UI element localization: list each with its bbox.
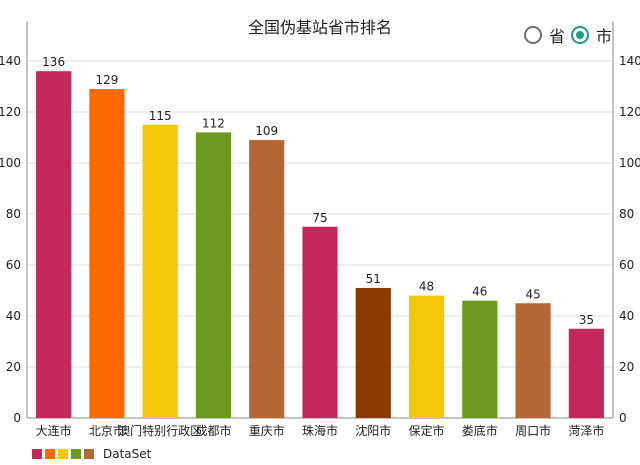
bar <box>195 132 232 418</box>
x-tick-label: 重庆市 <box>249 423 285 438</box>
legend-swatches <box>32 449 97 459</box>
bar <box>355 287 391 418</box>
y-tick-label-left: 40 <box>6 309 21 323</box>
data-label: 51 <box>366 272 381 286</box>
y-tick-label-left: 80 <box>6 207 21 221</box>
legend-swatch <box>32 449 42 459</box>
bar <box>515 303 551 418</box>
y-tick-label-left: 100 <box>0 156 21 170</box>
x-tick-label: 北京市 <box>89 423 125 438</box>
bar <box>89 89 125 419</box>
x-tick-label: 菏泽市 <box>568 423 604 438</box>
legend-swatch <box>45 449 55 459</box>
y-tick-label-right: 40 <box>619 309 634 323</box>
x-tick-label: 周口市 <box>515 423 551 438</box>
y-tick-label-right: 80 <box>619 207 634 221</box>
radio-province[interactable]: 省 <box>524 22 565 48</box>
y-tick-label-right: 60 <box>619 258 634 272</box>
radio-province-icon[interactable] <box>524 26 542 44</box>
legend-swatch <box>71 449 81 459</box>
radio-city-label: 市 <box>596 27 613 46</box>
y-tick-label-right: 120 <box>619 105 640 119</box>
data-label: 48 <box>419 280 434 294</box>
y-tick-label-left: 0 <box>13 411 21 425</box>
x-tick-label: 沈阳市 <box>355 423 391 438</box>
chart-title: 全国伪基站省市排名 <box>247 18 392 37</box>
y-tick-label-left: 120 <box>0 105 21 119</box>
data-label: 75 <box>312 211 327 225</box>
x-tick-label: 珠海市 <box>302 423 338 438</box>
y-tick-label-right: 20 <box>619 360 634 374</box>
bar <box>462 300 498 418</box>
x-tick-label: 成都市 <box>195 423 231 438</box>
x-tick-label: 娄底市 <box>462 423 498 438</box>
legend-label: DataSet <box>103 447 152 461</box>
bar <box>302 226 338 418</box>
bar <box>408 295 445 418</box>
y-tick-label-right: 0 <box>619 411 627 425</box>
data-label: 115 <box>149 109 172 123</box>
x-tick-label: 保定市 <box>409 423 445 438</box>
legend-swatch <box>84 449 94 459</box>
x-tick-label: 澳门特别行政区 <box>118 423 202 438</box>
data-label: 109 <box>255 124 278 138</box>
y-tick-label-left: 20 <box>6 360 21 374</box>
data-label: 35 <box>579 313 594 327</box>
radio-province-label: 省 <box>549 27 566 46</box>
legend-swatch <box>58 449 68 459</box>
bar <box>142 124 178 418</box>
data-label: 129 <box>95 73 118 87</box>
data-label: 112 <box>202 116 225 130</box>
bar <box>249 140 285 419</box>
x-tick-label: 大连市 <box>36 423 72 438</box>
data-label: 45 <box>525 287 540 301</box>
bar <box>568 328 604 418</box>
legend: DataSet <box>32 447 151 461</box>
radio-city[interactable]: 市 <box>571 22 612 48</box>
radio-city-icon[interactable] <box>571 26 589 44</box>
y-tick-label-left: 60 <box>6 258 21 272</box>
y-tick-label-left: 140 <box>0 54 21 68</box>
y-tick-label-right: 140 <box>619 54 640 68</box>
data-label: 136 <box>42 55 65 69</box>
data-label: 46 <box>472 285 487 299</box>
y-tick-label-right: 100 <box>619 156 640 170</box>
bar <box>36 71 72 418</box>
